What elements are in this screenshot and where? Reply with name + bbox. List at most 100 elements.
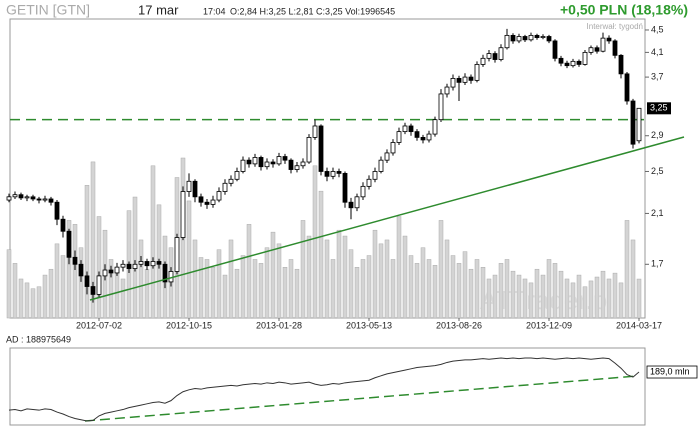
candle-body	[408, 125, 414, 133]
candle-body	[258, 157, 264, 168]
ad-last-box	[646, 365, 698, 379]
volume-bar	[186, 200, 192, 319]
candle-body	[390, 142, 396, 154]
candle-body	[198, 196, 204, 203]
candle-body	[204, 201, 210, 205]
candle-body	[606, 37, 612, 42]
candle-body	[546, 36, 552, 42]
candle-body	[492, 53, 498, 60]
candle-body	[48, 198, 54, 203]
volume-bar	[18, 278, 24, 319]
volume-bar	[42, 274, 48, 319]
volume-bar	[480, 267, 486, 319]
ad-last-label: 189,0 mln	[650, 366, 690, 376]
volume-bar	[450, 255, 456, 319]
volume-bar	[204, 259, 210, 319]
volume-bar	[408, 255, 414, 319]
x-tick-label: 2013-08-26	[436, 320, 482, 330]
volume-bar	[486, 278, 492, 319]
volume-bar	[12, 263, 18, 319]
volume-bar	[264, 247, 270, 319]
ad-title: AD : 188975649	[6, 334, 71, 344]
candle-body	[438, 93, 444, 121]
volume-bar	[576, 274, 582, 319]
candle-body	[558, 57, 564, 64]
candle-body	[90, 286, 96, 295]
candle-body	[324, 171, 330, 177]
volume-bar	[366, 255, 372, 319]
candle-body	[444, 86, 450, 95]
candle-body	[522, 36, 528, 41]
candle-body	[360, 185, 366, 198]
candle-body	[102, 269, 108, 277]
volume-bar	[444, 239, 450, 319]
ad-frame	[9, 347, 646, 426]
candle-body	[396, 131, 402, 143]
volume-bar	[552, 263, 558, 319]
candle-body	[150, 261, 156, 267]
candle-body	[192, 180, 198, 198]
volume-bar	[498, 263, 504, 319]
volume-bar	[318, 190, 324, 319]
x-tick-label: 2013-05-13	[346, 320, 392, 330]
candle-body	[588, 47, 594, 53]
candle-body	[570, 60, 576, 67]
candle-body	[300, 161, 306, 167]
volume-bar	[282, 267, 288, 319]
candle-body	[252, 157, 258, 165]
candle-body	[552, 40, 558, 59]
candle-body	[246, 159, 252, 165]
candle-body	[600, 37, 606, 52]
volume-bar	[294, 268, 300, 319]
candle-body	[162, 263, 168, 283]
candle-body	[420, 137, 426, 141]
candle-body	[282, 156, 288, 161]
quote: O:2,84 H:3,25 L:2,81 C:3,25 Vol:1996545	[230, 6, 395, 16]
volume-bar	[372, 229, 378, 319]
candle-body	[264, 161, 270, 168]
candle-body	[228, 178, 234, 184]
y-tick-label: 1,7	[651, 259, 664, 269]
candle-body	[138, 261, 144, 265]
volume-bar	[30, 288, 36, 319]
y-tick-label: 2,9	[651, 130, 664, 140]
candle-body	[120, 263, 126, 268]
volume-bar	[474, 259, 480, 319]
x-tick-label: 2013-12-09	[526, 320, 572, 330]
candle-body	[288, 159, 294, 170]
volume-bar	[138, 239, 144, 319]
volume-bar	[528, 282, 534, 319]
volume-bar	[396, 216, 402, 319]
volume-bar	[588, 280, 594, 319]
volume-bar	[246, 224, 252, 319]
x-tick-label: 2012-07-02	[76, 320, 122, 330]
candle-body	[222, 182, 228, 192]
candle-body	[384, 152, 390, 161]
candle-body	[564, 62, 570, 67]
volume-bar	[54, 243, 60, 319]
candle-body	[432, 119, 438, 135]
candle-body	[156, 261, 162, 265]
ad-trend-line	[84, 375, 638, 422]
candle-body	[624, 73, 630, 102]
candle-body	[294, 165, 300, 170]
candle-body	[24, 196, 30, 199]
candle-body	[18, 194, 24, 199]
volume-bar	[384, 239, 390, 319]
volume-bar	[228, 239, 234, 319]
candle-body	[366, 178, 372, 187]
candle-body	[462, 76, 468, 83]
last-price-label: 3,25	[650, 103, 668, 113]
symbol: GETIN [GTN]	[6, 2, 90, 18]
y-tick-label: 2,5	[651, 166, 664, 176]
volume-bar	[192, 239, 198, 319]
candle-body	[30, 196, 36, 200]
interval: Interwał: tygodń	[587, 22, 643, 31]
volume-bar	[420, 247, 426, 319]
volume-bar	[258, 263, 264, 319]
candle-body	[330, 171, 336, 177]
volume-layer	[6, 157, 642, 319]
candle-body	[114, 266, 120, 274]
volume-bar	[234, 268, 240, 319]
